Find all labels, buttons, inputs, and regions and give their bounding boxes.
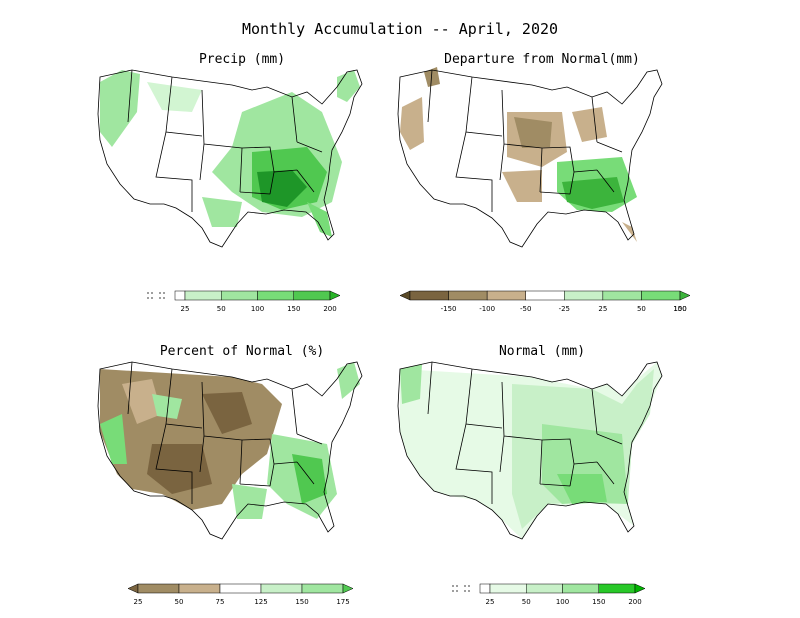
colorbar-tick-label: 50 [636, 305, 646, 313]
colorbar-tick-label: 25 [598, 305, 608, 313]
colorbar-tick-label: 50 [216, 305, 226, 313]
colorbar-tick-label: 100 [673, 305, 687, 313]
colorbar-swatch [634, 583, 645, 594]
colorbar-swatch [184, 290, 222, 301]
colorbar-swatch [641, 290, 681, 301]
colorbar-normal: 25 50 100 150 200 [450, 583, 645, 609]
colorbar-departure: -150 -100 -50 -25 25 50 100 150 [400, 290, 690, 316]
colorbar-swatch [301, 583, 344, 594]
colorbar-swatch [479, 583, 491, 594]
colorbar-tick-label: -150 [440, 305, 457, 313]
colorbar-tick-label: 150 [295, 598, 309, 606]
colorbar-tick-label: 75 [215, 598, 225, 606]
colorbar-percent-svg [128, 583, 353, 594]
map-panel-normal: Normal (mm) [392, 344, 692, 574]
colorbar-swatch [174, 290, 186, 301]
colorbar-swatch [598, 583, 636, 594]
colorbar-swatch [679, 290, 690, 301]
colorbar-tick-label: 50 [521, 598, 531, 606]
map-panel-precip: Precip (mm) [92, 52, 392, 282]
precip-map [97, 69, 363, 248]
colorbar-tick-label: 25 [180, 305, 190, 313]
normal-map [397, 361, 663, 540]
colorbar-swatch [400, 290, 411, 301]
colorbar-tick-label: 150 [592, 598, 606, 606]
colorbar-tick-label: 125 [254, 598, 268, 606]
colorbar-tick-label: 100 [250, 305, 265, 313]
panel-title-precip: Precip (mm) [198, 52, 286, 67]
us-outline [97, 69, 363, 248]
colorbar-tick-label: 200 [628, 598, 642, 606]
departure-map [397, 67, 663, 248]
percent-map [97, 361, 363, 540]
us-outline-3 [97, 361, 363, 540]
colorbar-tick-label: 200 [323, 305, 337, 313]
us-outline-4 [397, 361, 663, 540]
colorbar-swatch [409, 290, 449, 301]
colorbar-tick-label: -50 [519, 305, 532, 313]
colorbar-tick-label: -25 [558, 305, 570, 313]
us-outline-2 [397, 69, 663, 248]
colorbar-tick-label: 25 [485, 598, 495, 606]
below-range-symbol [452, 585, 472, 592]
colorbar-swatch [564, 290, 604, 301]
colorbar-tick-label: 150 [673, 305, 687, 313]
colorbar-swatch [562, 583, 599, 594]
colorbar-swatch [128, 583, 139, 594]
map-panel-percent: Percent of Normal (%) [92, 344, 392, 574]
colorbar-swatch [137, 583, 180, 594]
colorbar-percent: 25 50 75 125 150 175 [128, 583, 353, 609]
colorbar-precip-svg [147, 290, 340, 301]
colorbar-swatch [525, 290, 565, 301]
colorbar-tick-label: 50 [174, 598, 184, 606]
colorbar-swatch [178, 583, 221, 594]
colorbar-swatch [293, 290, 331, 301]
colorbar-swatch [526, 583, 563, 594]
colorbar-swatch [260, 583, 303, 594]
panel-title-normal: Normal (mm) [498, 344, 586, 359]
colorbar-tick-label: -100 [479, 305, 496, 313]
colorbar-swatch [602, 290, 642, 301]
colorbar-swatch [257, 290, 294, 301]
colorbar-swatch [486, 290, 526, 301]
colorbar-tick-label: 175 [336, 598, 350, 606]
colorbar-swatch [219, 583, 262, 594]
colorbar-swatch [342, 583, 353, 594]
panel-title-departure: Departure from Normal(mm) [444, 52, 640, 67]
colorbar-tick-label: 100 [555, 598, 570, 606]
colorbar-swatch [329, 290, 340, 301]
colorbar-departure-svg [400, 290, 690, 301]
colorbar-swatch [221, 290, 258, 301]
colorbar-swatch [448, 290, 488, 301]
main-title: Monthly Accumulation -- April, 2020 [241, 20, 559, 38]
colorbar-tick-label: 25 [133, 598, 143, 606]
colorbar-normal-svg [452, 583, 645, 594]
colorbar-precip: 25 50 100 150 200 [145, 290, 340, 316]
panel-title-percent: Percent of Normal (%) [159, 344, 325, 359]
map-panel-departure: Departure from Normal(mm) [392, 52, 692, 282]
colorbar-swatch [489, 583, 527, 594]
colorbar-tick-label: 150 [287, 305, 301, 313]
below-range-symbol [147, 292, 167, 299]
